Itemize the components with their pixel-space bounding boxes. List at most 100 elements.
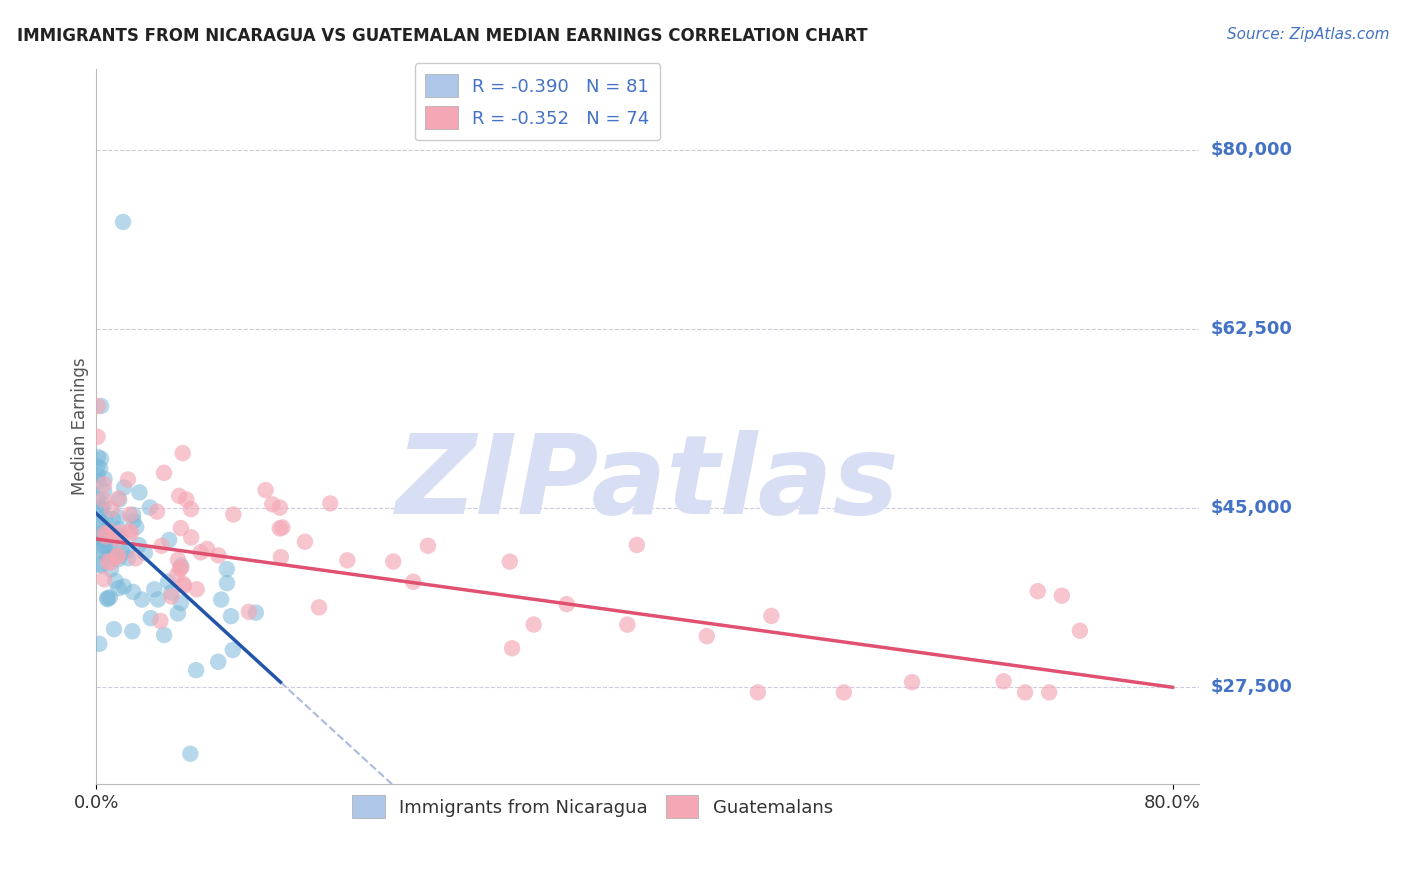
Point xyxy=(131,592,153,607)
Point xyxy=(86,468,108,483)
Point xyxy=(134,546,156,560)
Point xyxy=(238,605,260,619)
Point xyxy=(157,533,180,547)
Point xyxy=(271,520,294,534)
Point xyxy=(128,485,150,500)
Point xyxy=(139,500,162,515)
Point xyxy=(616,617,638,632)
Point xyxy=(153,466,176,480)
Text: $62,500: $62,500 xyxy=(1211,320,1292,338)
Legend: Immigrants from Nicaragua, Guatemalans: Immigrants from Nicaragua, Guatemalans xyxy=(344,788,841,825)
Point xyxy=(696,629,718,643)
Point xyxy=(100,502,122,516)
Point xyxy=(122,514,145,528)
Point xyxy=(89,557,111,571)
Point xyxy=(103,549,125,563)
Point xyxy=(89,637,111,651)
Point xyxy=(94,529,117,543)
Point xyxy=(93,572,115,586)
Point xyxy=(179,747,201,761)
Point xyxy=(215,576,238,591)
Point xyxy=(184,663,207,677)
Point xyxy=(832,685,855,699)
Point xyxy=(166,567,188,582)
Point xyxy=(94,532,117,546)
Text: $27,500: $27,500 xyxy=(1211,678,1292,697)
Point xyxy=(170,560,193,574)
Point xyxy=(170,521,193,535)
Point xyxy=(112,481,135,495)
Point xyxy=(86,430,108,444)
Point xyxy=(117,551,139,566)
Point xyxy=(90,451,112,466)
Point xyxy=(94,533,117,547)
Point xyxy=(90,526,112,541)
Point xyxy=(167,553,190,567)
Point xyxy=(139,611,162,625)
Point xyxy=(118,508,141,522)
Point xyxy=(176,492,198,507)
Point xyxy=(111,545,134,559)
Point xyxy=(180,530,202,544)
Point xyxy=(169,562,191,576)
Point xyxy=(294,534,316,549)
Point xyxy=(98,591,121,605)
Point xyxy=(112,215,135,229)
Point xyxy=(262,497,284,511)
Point xyxy=(402,574,425,589)
Point xyxy=(270,549,292,564)
Point xyxy=(89,514,111,528)
Point xyxy=(180,502,202,516)
Point xyxy=(101,512,124,526)
Point xyxy=(747,685,769,699)
Point xyxy=(166,607,188,621)
Point xyxy=(1069,624,1091,638)
Point xyxy=(86,399,108,413)
Point xyxy=(86,459,108,474)
Point xyxy=(222,508,245,522)
Point xyxy=(87,450,110,464)
Point xyxy=(122,508,145,522)
Point xyxy=(89,461,111,475)
Point xyxy=(112,579,135,593)
Point xyxy=(120,526,142,541)
Point xyxy=(124,551,146,566)
Point xyxy=(93,539,115,553)
Point xyxy=(146,592,169,607)
Point xyxy=(93,484,115,499)
Point xyxy=(269,500,291,515)
Point xyxy=(86,531,108,545)
Point xyxy=(103,622,125,636)
Point xyxy=(167,489,190,503)
Point xyxy=(91,492,114,507)
Point xyxy=(901,675,924,690)
Point xyxy=(172,577,194,591)
Point xyxy=(308,600,330,615)
Point xyxy=(523,617,546,632)
Point xyxy=(269,521,291,535)
Point xyxy=(107,582,129,596)
Point xyxy=(153,628,176,642)
Point xyxy=(190,545,212,559)
Point xyxy=(195,541,218,556)
Point xyxy=(105,532,128,546)
Point xyxy=(97,549,120,564)
Point xyxy=(121,624,143,639)
Point xyxy=(115,544,138,558)
Point xyxy=(146,505,169,519)
Point xyxy=(98,539,121,553)
Text: $80,000: $80,000 xyxy=(1211,141,1292,160)
Point xyxy=(555,597,578,611)
Point xyxy=(209,592,232,607)
Point xyxy=(128,538,150,552)
Point xyxy=(186,582,208,597)
Point xyxy=(107,491,129,506)
Point xyxy=(319,496,342,510)
Point xyxy=(107,552,129,566)
Point xyxy=(96,591,118,606)
Point xyxy=(125,520,148,534)
Point xyxy=(626,538,648,552)
Point xyxy=(219,609,242,624)
Point xyxy=(149,614,172,628)
Point xyxy=(107,510,129,524)
